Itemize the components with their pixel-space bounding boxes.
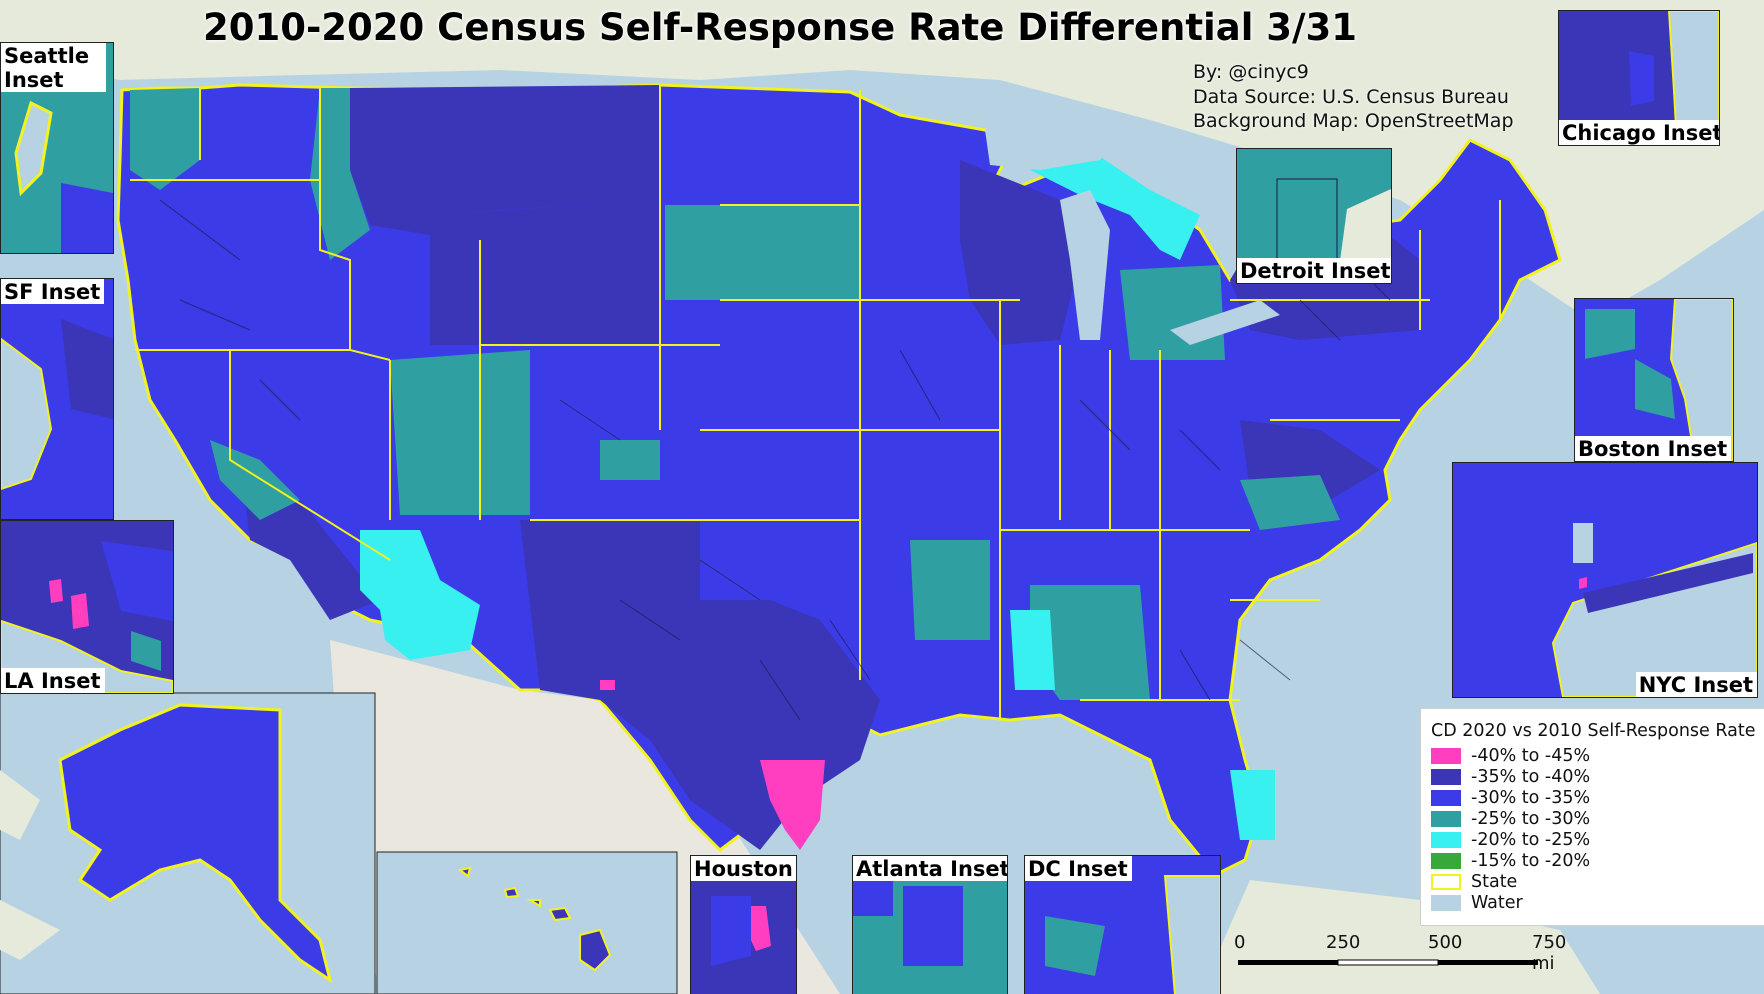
dc-inset-label: DC Inset bbox=[1025, 856, 1132, 881]
state-boundaries bbox=[130, 85, 1501, 720]
region-teal-mi bbox=[1120, 265, 1225, 360]
legend-swatch bbox=[1431, 789, 1461, 806]
sf-inset-label: SF Inset bbox=[1, 279, 105, 304]
houston-inset-label: Houston bbox=[691, 856, 796, 881]
legend-item: Water bbox=[1431, 892, 1523, 913]
legend-swatch bbox=[1431, 831, 1461, 848]
lake-erie bbox=[1170, 300, 1280, 345]
region-dark-wi bbox=[960, 160, 1080, 345]
caribbean-land bbox=[1200, 880, 1600, 994]
region-teal-sd bbox=[665, 205, 860, 300]
region-teal-co bbox=[600, 440, 660, 480]
credit-data-source: Data Source: U.S. Census Bureau bbox=[1193, 85, 1509, 108]
region-cyan-fl bbox=[1230, 770, 1275, 840]
boston-inset: Boston Inset bbox=[1574, 298, 1734, 462]
legend-label: -25% to -30% bbox=[1471, 808, 1591, 829]
region-teal-ky bbox=[1240, 475, 1340, 530]
region-dark-wy bbox=[430, 200, 660, 345]
region-teal-id bbox=[310, 88, 370, 260]
hawaii-inset bbox=[376, 851, 678, 994]
region-pink-tx-elpaso bbox=[600, 680, 615, 690]
legend-label: -35% to -40% bbox=[1471, 766, 1591, 787]
houston-inset: Houston bbox=[690, 855, 797, 994]
legend-label: Water bbox=[1471, 892, 1523, 913]
sf-inset: SF Inset bbox=[0, 278, 114, 520]
map-credits: By: @cinyc9 Data Source: U.S. Census Bur… bbox=[1193, 60, 1514, 134]
legend-label: State bbox=[1471, 871, 1518, 892]
region-cyan-ms bbox=[1010, 610, 1055, 690]
scale-bar: 0 250 500 750 mi bbox=[1220, 930, 1566, 994]
legend-item: -40% to -45% bbox=[1431, 745, 1590, 766]
legend-item: State bbox=[1431, 871, 1517, 892]
chicago-inset: Chicago Inset bbox=[1558, 10, 1720, 146]
lake-superior bbox=[985, 120, 1120, 170]
boston-inset-label: Boston Inset bbox=[1575, 436, 1732, 461]
boston-inset-map bbox=[1575, 299, 1733, 461]
detroit-inset-label: Detroit Inset bbox=[1237, 258, 1391, 283]
legend-item: -15% to -20% bbox=[1431, 850, 1590, 871]
legend-label: -30% to -35% bbox=[1471, 787, 1591, 808]
legend-label: -40% to -45% bbox=[1471, 745, 1591, 766]
district-lines bbox=[159, 199, 1391, 721]
legend-swatch bbox=[1431, 768, 1461, 785]
legend-item: -25% to -30% bbox=[1431, 808, 1590, 829]
region-teal-nv bbox=[210, 440, 300, 520]
region-teal-ar bbox=[910, 540, 990, 640]
scale-tick: 750 mi bbox=[1532, 932, 1567, 974]
alaska-inset bbox=[0, 692, 376, 994]
nyc-inset-map bbox=[1453, 463, 1757, 697]
scale-tick: 250 bbox=[1326, 932, 1361, 953]
region-dark-mt-nd bbox=[350, 85, 660, 235]
sf-inset-map bbox=[1, 279, 113, 519]
lake-michigan bbox=[1060, 190, 1110, 340]
canada-land bbox=[0, 0, 1764, 320]
region-cyan-az bbox=[360, 530, 480, 660]
chicago-inset-label: Chicago Inset bbox=[1559, 120, 1719, 145]
legend-swatch bbox=[1431, 810, 1461, 827]
region-teal-ut bbox=[390, 350, 530, 515]
nyc-inset-label: NYC Inset bbox=[1635, 672, 1757, 697]
legend-label: -20% to -25% bbox=[1471, 829, 1591, 850]
nyc-inset: NYC Inset bbox=[1452, 462, 1758, 698]
seattle-inset: Seattle Inset bbox=[0, 42, 114, 254]
legend-item: -30% to -35% bbox=[1431, 787, 1590, 808]
credit-background-map: Background Map: OpenStreetMap bbox=[1193, 110, 1514, 132]
credit-author: By: @cinyc9 bbox=[1193, 61, 1309, 83]
legend-item: -35% to -40% bbox=[1431, 766, 1590, 787]
legend-swatch bbox=[1431, 894, 1461, 911]
la-inset: LA Inset bbox=[0, 520, 174, 694]
la-inset-label: LA Inset bbox=[1, 668, 105, 693]
atlanta-inset: Atlanta Inset bbox=[852, 855, 1008, 994]
region-teal-ms-al bbox=[1030, 585, 1150, 700]
dc-inset: DC Inset bbox=[1024, 855, 1221, 994]
legend-swatch bbox=[1431, 852, 1461, 869]
legend-label: -15% to -20% bbox=[1471, 850, 1591, 871]
detroit-inset: Detroit Inset bbox=[1236, 148, 1392, 284]
legend-title: CD 2020 vs 2010 Self-Response Rate bbox=[1431, 721, 1756, 741]
legend-swatch bbox=[1431, 873, 1461, 890]
atlanta-inset-label: Atlanta Inset bbox=[853, 856, 1007, 881]
scale-tick: 0 bbox=[1234, 932, 1246, 953]
scale-tick: 500 bbox=[1428, 932, 1463, 953]
map-legend: CD 2020 vs 2010 Self-Response Rate -40% … bbox=[1420, 708, 1764, 926]
region-cyan-mi-up bbox=[1030, 150, 1200, 260]
region-pink-tx-rgv bbox=[760, 760, 825, 850]
legend-item: -20% to -25% bbox=[1431, 829, 1590, 850]
region-teal-wa bbox=[130, 88, 200, 190]
seattle-inset-label: Seattle Inset bbox=[1, 43, 106, 92]
map-title: 2010-2020 Census Self-Response Rate Diff… bbox=[202, 6, 1358, 49]
legend-swatch bbox=[1431, 747, 1461, 764]
scale-bar-graphic bbox=[1238, 959, 1538, 966]
